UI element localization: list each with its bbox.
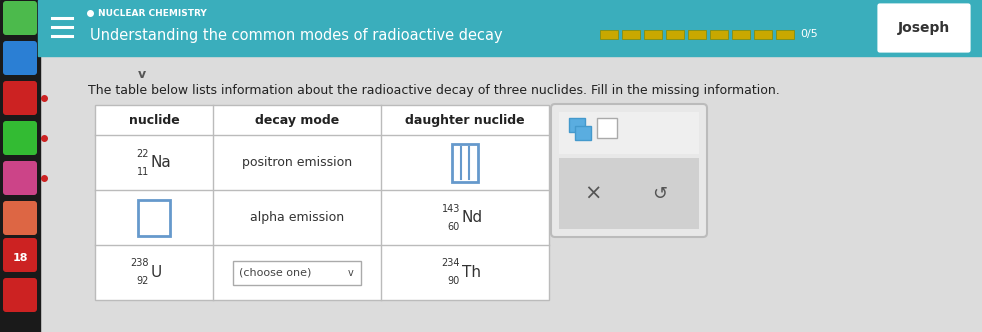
Bar xyxy=(38,0,982,56)
Text: 18: 18 xyxy=(12,253,27,263)
FancyBboxPatch shape xyxy=(551,104,707,237)
Text: 90: 90 xyxy=(448,277,460,287)
Bar xyxy=(233,261,361,285)
Text: 234: 234 xyxy=(442,259,460,269)
FancyBboxPatch shape xyxy=(3,1,37,35)
Bar xyxy=(688,30,706,39)
Text: The table below lists information about the radioactive decay of three nuclides.: The table below lists information about … xyxy=(88,84,780,97)
Bar xyxy=(452,143,478,182)
Bar xyxy=(600,30,618,39)
Text: alpha emission: alpha emission xyxy=(250,211,344,224)
Text: 238: 238 xyxy=(131,259,149,269)
FancyBboxPatch shape xyxy=(876,2,972,54)
Text: 92: 92 xyxy=(136,277,149,287)
Text: Joseph: Joseph xyxy=(898,21,951,35)
Bar xyxy=(732,30,750,39)
Bar xyxy=(0,0,40,332)
Bar xyxy=(622,30,640,39)
Bar xyxy=(575,126,591,140)
FancyBboxPatch shape xyxy=(3,81,37,115)
Text: 22: 22 xyxy=(136,148,149,158)
Text: ×: × xyxy=(584,184,602,204)
Text: decay mode: decay mode xyxy=(255,114,339,126)
Bar xyxy=(95,105,549,300)
FancyBboxPatch shape xyxy=(3,201,37,235)
Bar xyxy=(38,56,982,332)
Bar xyxy=(754,30,772,39)
Bar xyxy=(597,118,617,138)
Text: 0/5: 0/5 xyxy=(800,29,818,39)
FancyBboxPatch shape xyxy=(3,238,37,272)
Text: v: v xyxy=(349,269,354,279)
Text: Na: Na xyxy=(151,155,172,170)
Text: (choose one): (choose one) xyxy=(239,268,311,278)
FancyBboxPatch shape xyxy=(3,278,37,312)
Bar xyxy=(710,30,728,39)
Text: Nd: Nd xyxy=(462,210,483,225)
Text: ↺: ↺ xyxy=(652,185,668,203)
FancyBboxPatch shape xyxy=(3,41,37,75)
Bar xyxy=(666,30,684,39)
Text: NUCLEAR CHEMISTRY: NUCLEAR CHEMISTRY xyxy=(98,9,207,18)
Text: U: U xyxy=(151,265,162,280)
FancyBboxPatch shape xyxy=(3,161,37,195)
Bar xyxy=(569,118,585,132)
Text: daughter nuclide: daughter nuclide xyxy=(406,114,524,126)
Text: positron emission: positron emission xyxy=(242,156,353,169)
Bar xyxy=(138,200,170,235)
Text: Understanding the common modes of radioactive decay: Understanding the common modes of radioa… xyxy=(90,28,503,42)
Text: v: v xyxy=(137,67,146,80)
Text: Th: Th xyxy=(462,265,481,280)
Bar xyxy=(644,30,662,39)
Bar xyxy=(559,112,699,154)
Text: 60: 60 xyxy=(448,221,460,231)
FancyBboxPatch shape xyxy=(3,121,37,155)
Bar xyxy=(559,158,699,229)
Text: 143: 143 xyxy=(442,204,460,213)
Text: 11: 11 xyxy=(136,167,149,177)
Bar xyxy=(776,30,794,39)
Text: nuclide: nuclide xyxy=(129,114,180,126)
